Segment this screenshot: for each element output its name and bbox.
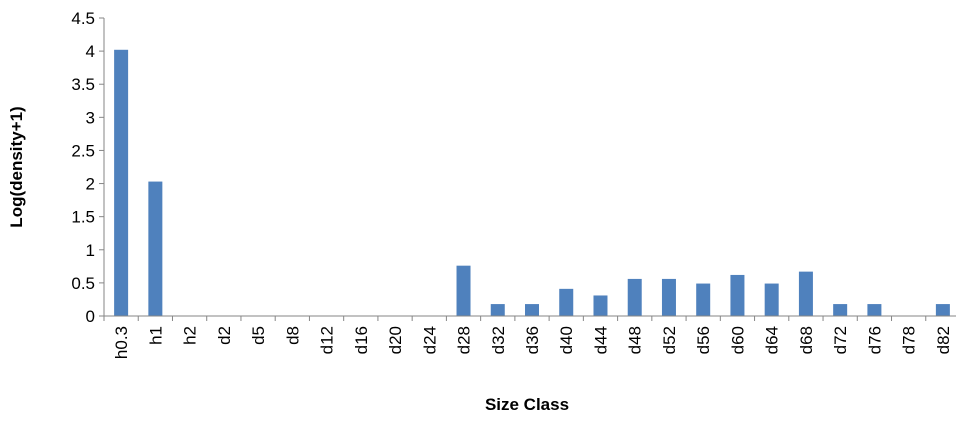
y-tick-label: 0.5 — [71, 274, 95, 293]
y-tick-label: 4.5 — [71, 9, 95, 28]
x-tick-label: d40 — [557, 326, 576, 354]
bar-d82 — [935, 304, 950, 316]
x-tick-label: h2 — [181, 326, 200, 345]
y-tick-label: 1.5 — [71, 208, 95, 227]
x-tick-label: d16 — [352, 326, 371, 354]
bar-d36 — [525, 304, 539, 316]
y-tick-label: 3.5 — [71, 75, 95, 94]
bar-h1 — [148, 181, 163, 316]
x-tick-label: d48 — [626, 326, 645, 354]
y-ticks: 0 0.5 1 1.5 2 2.5 3 3.5 4 4.5 — [71, 9, 104, 326]
y-tick-label: 1 — [86, 241, 95, 260]
x-tick-label: d8 — [283, 326, 302, 345]
y-tick-label: 4 — [86, 42, 95, 61]
x-axis-title: Size Class — [485, 395, 569, 414]
x-tick-label: d64 — [763, 326, 782, 354]
y-tick-label: 2.5 — [71, 141, 95, 160]
bar-d56 — [696, 283, 711, 316]
x-ticks: h0.3 h1 h2 d2 d5 d8 d12 d16 d20 d24 d28 d32 d36 d40 d4… — [103, 316, 953, 359]
bar-d64 — [764, 283, 779, 316]
y-tick-label: 0 — [86, 307, 95, 326]
x-tick-label: d32 — [489, 326, 508, 354]
axes — [103, 18, 956, 317]
bar-d28 — [456, 265, 471, 316]
x-tick-label: d24 — [420, 326, 439, 354]
bar-d60 — [730, 274, 745, 316]
bar-d76 — [867, 304, 882, 316]
bar-d44 — [593, 295, 608, 316]
bar-h0.3 — [114, 49, 129, 316]
y-tick-label: 2 — [86, 175, 95, 194]
x-tick-label: d36 — [523, 326, 542, 354]
x-tick-label: d52 — [660, 326, 679, 354]
x-tick-label: h1 — [146, 326, 165, 345]
bar-d52 — [661, 278, 676, 316]
y-axis-title: Log(density+1) — [7, 106, 26, 227]
x-tick-label: d28 — [455, 326, 474, 354]
x-tick-label: d44 — [591, 326, 610, 354]
bar-d40 — [559, 288, 574, 316]
x-tick-label: d72 — [831, 326, 850, 354]
x-tick-label: d2 — [215, 326, 234, 345]
x-tick-label: d68 — [797, 326, 816, 354]
x-tick-label: d78 — [900, 326, 919, 354]
y-tick-label: 3 — [86, 108, 95, 127]
x-tick-label: h0.3 — [112, 326, 131, 359]
x-tick-label: d20 — [386, 326, 405, 354]
x-tick-label: d12 — [318, 326, 337, 354]
bar-d48 — [627, 278, 642, 316]
x-tick-label: d56 — [694, 326, 713, 354]
bar-d68 — [798, 271, 813, 316]
x-tick-label: d82 — [934, 326, 953, 354]
x-tick-label: d76 — [865, 326, 884, 354]
bars — [114, 49, 950, 316]
x-tick-label: d5 — [249, 326, 268, 345]
bar-d32 — [490, 304, 505, 316]
x-tick-label: d60 — [728, 326, 747, 354]
bar-d72 — [833, 304, 848, 316]
